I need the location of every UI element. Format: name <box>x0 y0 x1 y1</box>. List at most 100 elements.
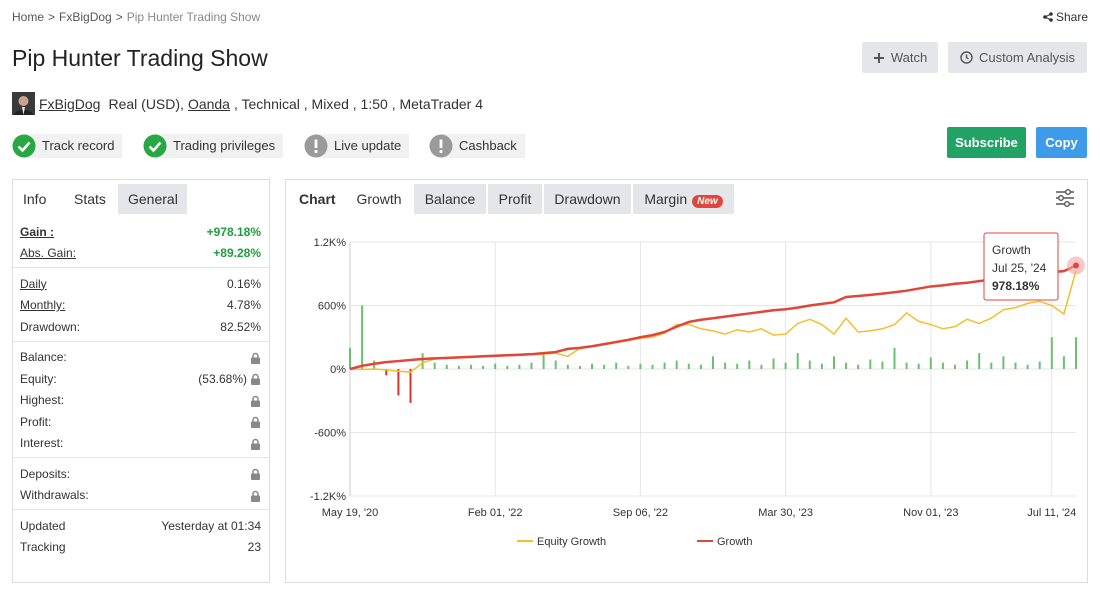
chart-tab[interactable]: Growth <box>346 184 412 214</box>
stat-label: Equity: <box>20 371 57 386</box>
stat-value <box>247 436 261 450</box>
daily-bar <box>941 362 944 369</box>
separator <box>13 267 269 268</box>
daily-bar <box>385 369 388 376</box>
check-icon <box>143 134 167 158</box>
y-tick-label: 1.2K% <box>314 237 347 249</box>
crumb-sep: > <box>115 10 123 24</box>
share-button[interactable]: Share <box>1043 10 1088 24</box>
stat-row: Monthly: 4.78% <box>20 295 261 316</box>
subscribe-button[interactable]: Subscribe <box>947 127 1026 158</box>
stat-value-text: +89.28% <box>213 246 261 260</box>
daily-bar <box>591 363 593 369</box>
stat-value: 82.52% <box>220 320 261 334</box>
tooltip-series: Growth <box>992 243 1031 257</box>
check-mark <box>148 141 162 153</box>
daily-bar <box>639 363 642 369</box>
lock-icon <box>251 417 260 429</box>
daily-bar <box>724 362 727 369</box>
tooltip-box <box>983 232 1059 301</box>
daily-bar <box>699 364 702 369</box>
y-tick-label: 0% <box>330 364 346 376</box>
stat-value-text: 23 <box>247 540 261 554</box>
warn-dot <box>439 149 443 154</box>
stat-row: Profit: <box>20 411 261 432</box>
warn-bar <box>439 139 443 148</box>
chart-tab[interactable]: Margin New <box>633 184 734 214</box>
avatar[interactable] <box>12 92 35 115</box>
daily-bar <box>361 305 364 369</box>
daily-bar <box>530 362 533 369</box>
copy-button[interactable]: Copy <box>1036 127 1087 158</box>
stat-label: Updated <box>20 518 66 533</box>
lock-body <box>251 421 260 429</box>
daily-bar <box>990 362 993 369</box>
watch-button[interactable]: Watch <box>862 42 938 73</box>
lock-body <box>251 378 260 386</box>
daily-bar <box>1026 364 1029 369</box>
stat-label: Balance: <box>20 350 67 364</box>
crumb-link[interactable]: Home <box>12 10 45 24</box>
stat-row: Balance: <box>20 347 261 368</box>
user-link[interactable]: FxBigDog <box>39 95 101 112</box>
stat-row: Interest: <box>20 433 261 454</box>
chart-tab-label: Balance <box>424 191 476 207</box>
lock-body <box>251 473 260 481</box>
stat-label: Monthly: <box>20 298 66 312</box>
stat-value <box>247 488 261 502</box>
daily-bar <box>578 365 581 369</box>
stat-value: Yesterday at 01:34 <box>161 519 261 533</box>
stat-value-text: 0.16% <box>226 276 261 291</box>
stat-label: Gain : <box>20 224 55 239</box>
stats-tab[interactable]: Stats <box>64 184 116 214</box>
clock-icon <box>960 51 973 64</box>
lock-icon <box>251 395 260 407</box>
daily-bar <box>917 363 920 369</box>
daily-bar <box>808 360 811 369</box>
page-title: Pip Hunter Trading Show <box>12 45 268 71</box>
y-tick-label: -1.2K% <box>310 491 346 503</box>
chart-tab[interactable]: Balance <box>414 184 486 214</box>
stat-label: Highest: <box>20 393 65 407</box>
daily-bar <box>1002 356 1005 369</box>
stat-value: (53.68%) <box>198 372 261 386</box>
daily-bar <box>1050 337 1053 369</box>
badge-label: Track record <box>24 134 123 158</box>
daily-bar <box>603 364 606 369</box>
stats-tab[interactable]: General <box>118 184 187 214</box>
warn-dot <box>314 149 318 154</box>
chart-panel <box>285 179 1088 583</box>
chart-tab[interactable]: Profit <box>488 184 542 214</box>
stat-value <box>247 467 261 481</box>
chart-heading: Chart <box>299 191 336 207</box>
series-line <box>349 264 1077 371</box>
badge: Live update <box>304 134 410 158</box>
x-tick-label: Mar 30, '23 <box>758 507 813 519</box>
custom-analysis-button[interactable]: Custom Analysis <box>948 42 1087 73</box>
stat-row: Daily 0.16% <box>20 273 261 294</box>
daily-bar <box>482 365 485 369</box>
crumb-link[interactable]: FxBigDog <box>59 10 112 24</box>
stat-value <box>247 415 261 429</box>
x-tick-label: Jul 11, '24 <box>1027 507 1076 519</box>
daily-bar <box>893 347 896 369</box>
chart-tab[interactable]: Drawdown <box>544 184 631 214</box>
x-tick-label: Sep 06, '22 <box>613 507 668 519</box>
daily-bar <box>494 363 497 369</box>
broker-link[interactable]: Oanda <box>187 95 230 112</box>
crumb-current: Pip Hunter Trading Show <box>126 10 261 24</box>
stat-label: Interest: <box>20 436 64 450</box>
x-tick-label: Nov 01, '23 <box>903 507 958 519</box>
stat-row: Drawdown: 82.52% <box>20 316 261 337</box>
settings-icon[interactable] <box>1054 187 1076 209</box>
daily-bar <box>772 358 775 369</box>
daily-bar <box>881 361 884 369</box>
share-label: Share <box>1056 10 1089 24</box>
daily-bar <box>820 363 823 369</box>
stat-label: Abs. Gain: <box>20 246 77 260</box>
badge: Track record <box>12 134 123 158</box>
stats-tab[interactable]: Info <box>23 191 47 207</box>
account-line: FxBigDog Real (USD), Oanda , Technical ,… <box>12 92 483 115</box>
daily-bar <box>857 364 860 369</box>
